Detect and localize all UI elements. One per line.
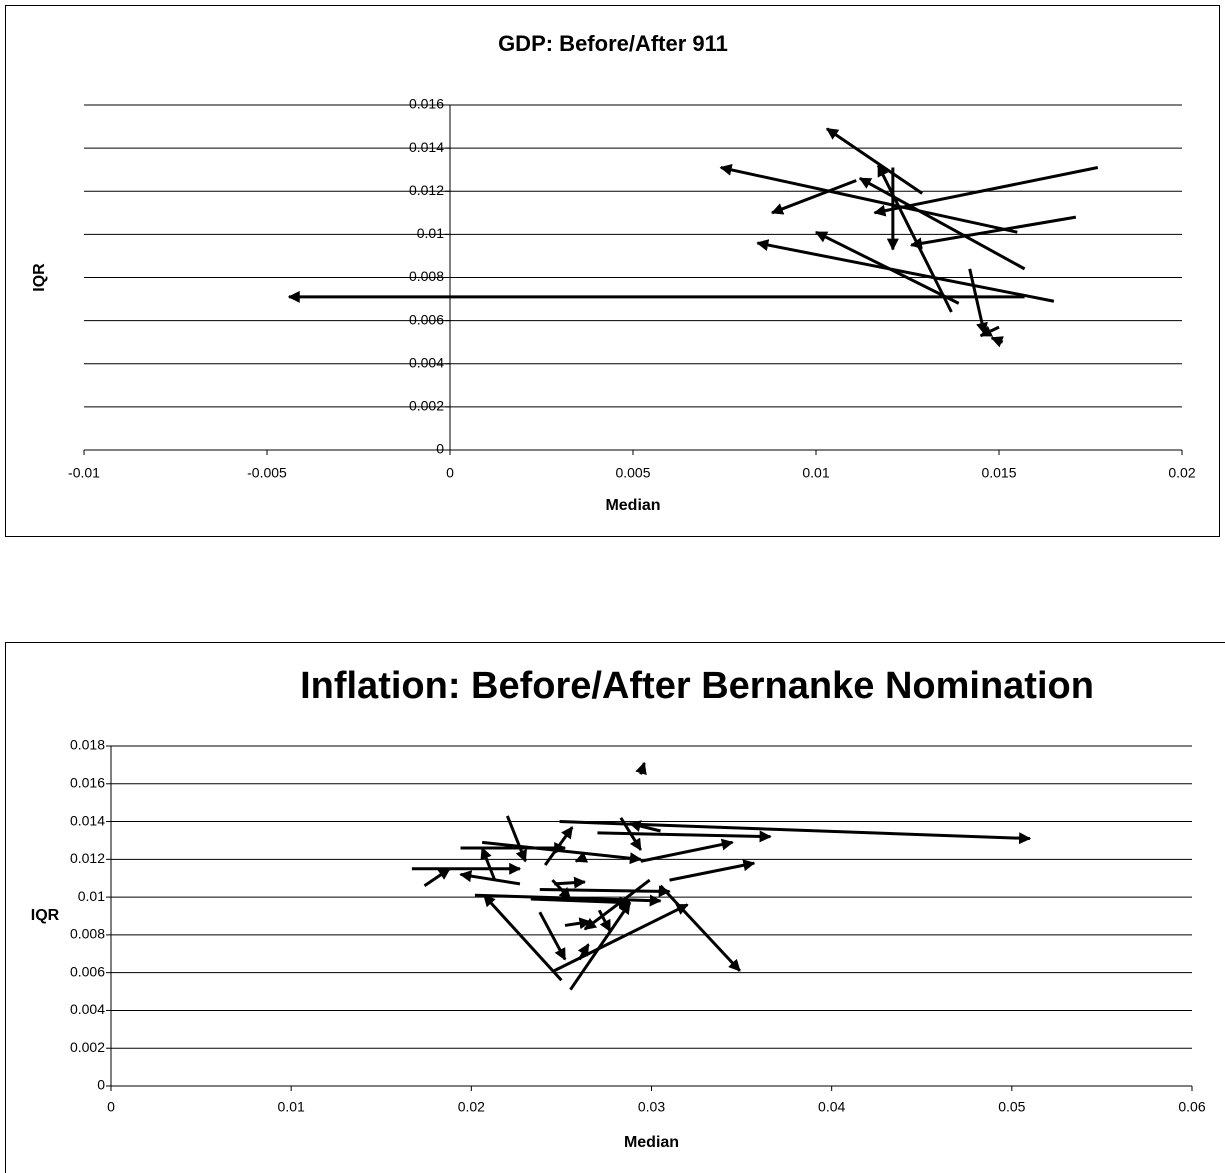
x-axis-label: Median (605, 497, 660, 514)
y-tick-label: 0.014 (409, 139, 444, 155)
y-tick-label: 0 (97, 1077, 105, 1093)
x-tick-label: 0.015 (981, 465, 1016, 481)
arrow (770, 179, 857, 215)
y-tick-label: 0.004 (70, 1001, 105, 1017)
arrow (569, 901, 632, 991)
arrow (583, 878, 651, 931)
y-tick-label: 0.014 (70, 812, 105, 828)
y-tick-label: 0.016 (70, 774, 105, 790)
arrow (553, 903, 689, 973)
x-tick-label: 0.06 (1178, 1099, 1205, 1115)
arrow (482, 894, 563, 982)
arrow (574, 851, 589, 863)
y-tick-label: 0.01 (417, 225, 444, 241)
arrow (597, 909, 612, 933)
arrow (530, 896, 632, 909)
arrow (564, 917, 592, 930)
arrow (539, 885, 671, 898)
arrow (858, 176, 1026, 271)
arrow (628, 820, 661, 833)
arrow (538, 911, 567, 961)
y-tick-label: 0 (436, 441, 444, 457)
x-tick-label: -0.01 (68, 465, 100, 481)
x-axis-label: Median (624, 1134, 679, 1151)
y-tick-label: 0.016 (409, 96, 444, 112)
y-tick-label: 0.012 (70, 850, 105, 866)
arrow (814, 230, 960, 305)
chart-frame (5, 642, 1225, 1173)
x-tick-label: 0.03 (638, 1099, 665, 1115)
y-axis-label: IQR (31, 263, 48, 292)
y-tick-label: 0.008 (409, 268, 444, 284)
arrow (423, 867, 451, 888)
arrow (990, 336, 1004, 348)
arrow (505, 815, 527, 863)
chart-frame (5, 5, 1220, 537)
x-tick-label: 0.04 (818, 1099, 845, 1115)
y-tick-label: 0.012 (409, 182, 444, 198)
arrow (669, 859, 756, 882)
arrow (480, 846, 497, 881)
x-tick-label: 0.01 (802, 465, 829, 481)
y-tick-label: 0.002 (70, 1039, 105, 1055)
arrow (459, 870, 521, 886)
arrow (597, 830, 772, 843)
arrow (719, 163, 1018, 234)
y-axis-label: IQR (31, 907, 60, 924)
arrow (756, 239, 1055, 303)
arrow (640, 838, 734, 863)
chart-title: Inflation: Before/After Bernanke Nominat… (300, 665, 1094, 707)
arrow (543, 826, 574, 866)
y-tick-label: 0.018 (70, 737, 105, 753)
arrow (619, 816, 642, 851)
arrow (659, 884, 741, 972)
y-tick-label: 0.008 (70, 926, 105, 942)
y-tick-label: 0.006 (70, 963, 105, 979)
x-tick-label: 0.05 (998, 1099, 1025, 1115)
x-tick-label: 0.02 (1168, 465, 1195, 481)
y-tick-label: 0.004 (409, 354, 444, 370)
arrow (554, 876, 587, 889)
x-tick-label: 0.005 (615, 465, 650, 481)
y-tick-label: 0.006 (409, 311, 444, 327)
y-tick-label: 0.002 (409, 398, 444, 414)
x-tick-label: -0.005 (247, 465, 287, 481)
y-tick-label: 0.01 (78, 888, 105, 904)
x-tick-label: 0.02 (458, 1099, 485, 1115)
arrow (825, 127, 923, 195)
x-tick-label: 0 (107, 1099, 115, 1115)
chart-title: GDP: Before/After 911 (498, 31, 728, 56)
x-tick-label: 0 (446, 465, 454, 481)
arrow (968, 268, 988, 335)
x-tick-label: 0.01 (278, 1099, 305, 1115)
arrow (979, 325, 1000, 338)
arrow (909, 215, 1077, 250)
arrow (577, 943, 590, 961)
arrow (635, 761, 647, 776)
